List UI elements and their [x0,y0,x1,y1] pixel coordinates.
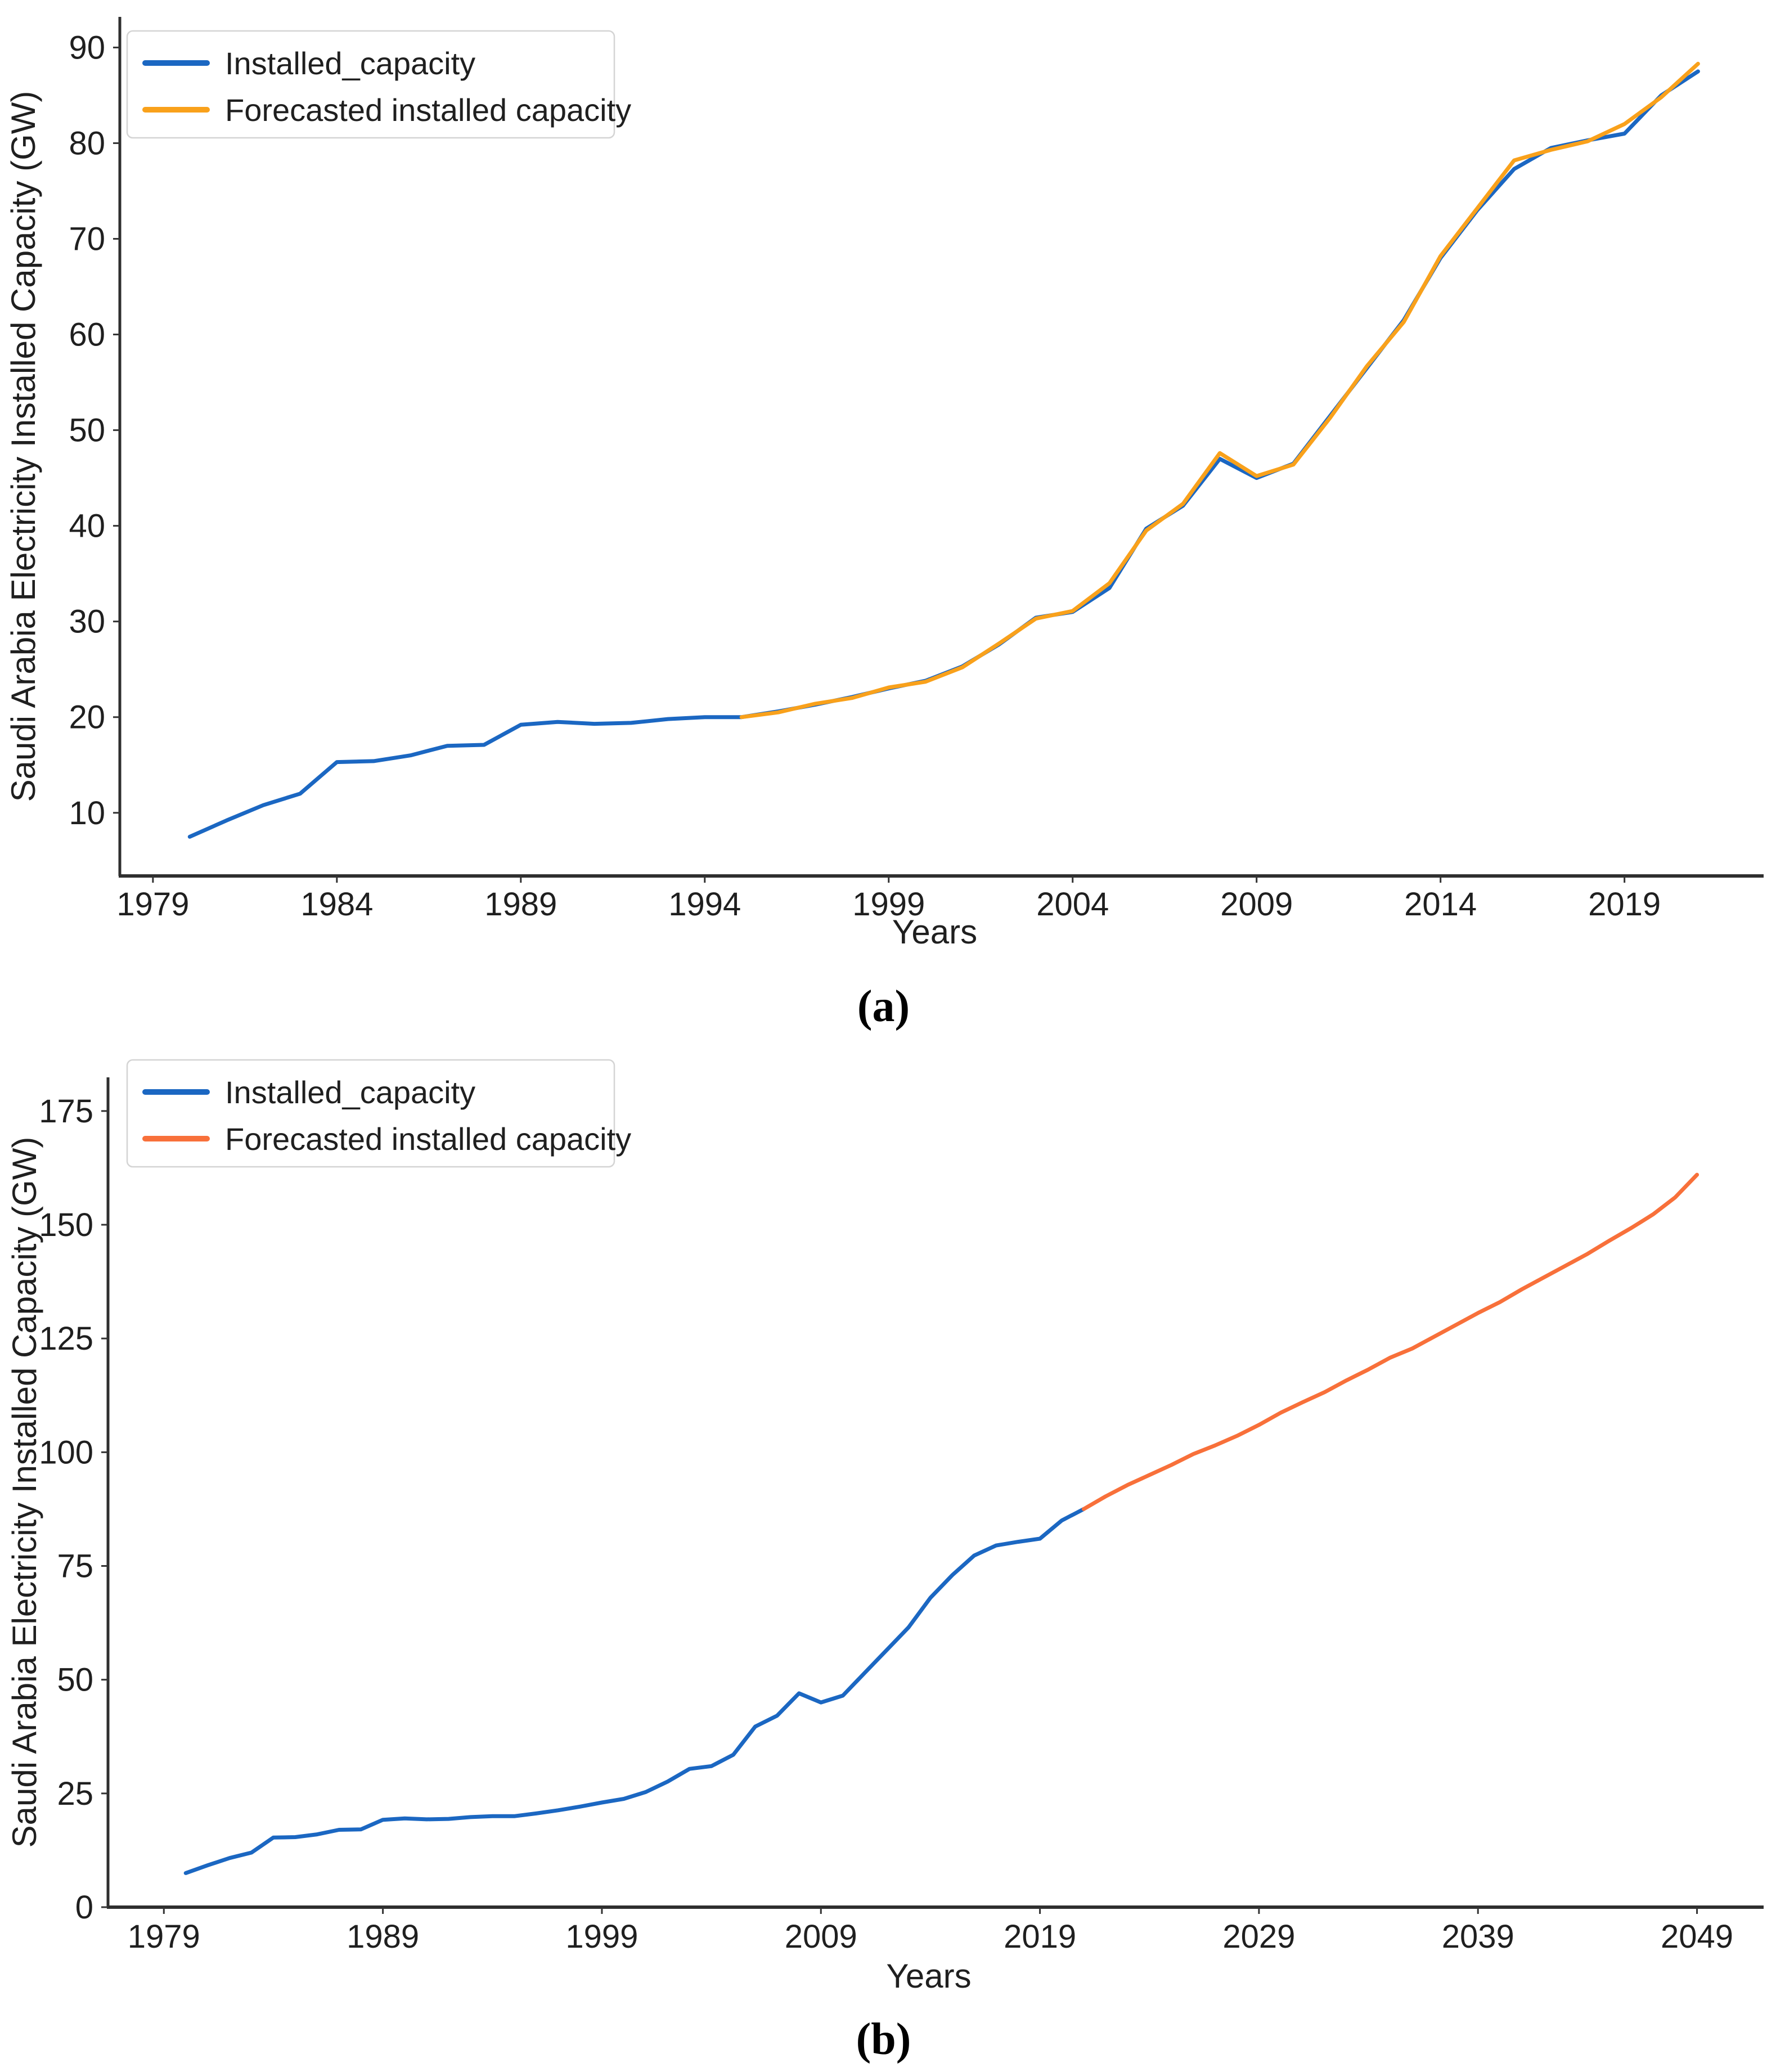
y-tick-label: 20 [69,699,105,736]
x-tick-label: 2019 [1004,1918,1076,1955]
series-line-forecast [1081,1172,1699,1511]
x-axis-title: Years [886,1957,971,1995]
y-tick-label: 50 [57,1662,93,1698]
x-tick-label: 1989 [347,1918,419,1955]
y-tick-label: 150 [39,1207,93,1243]
legend-label: Forecasted installed capacity [225,92,631,128]
y-tick-label: 125 [39,1320,93,1357]
y-tick-label: 70 [69,221,105,258]
x-tick-label: 1989 [484,886,557,923]
legend-label: Installed_capacity [225,1075,475,1110]
legend-label: Forecasted installed capacity [225,1121,631,1157]
series-line-installed-capacity [183,1507,1086,1875]
x-tick-label: 2009 [1220,886,1293,923]
x-tick-label: 2039 [1442,1918,1514,1955]
x-tick-label: 1984 [300,886,373,923]
y-tick-label: 10 [69,795,105,832]
y-tick-label: 75 [57,1548,93,1585]
caption-a: (a) [857,982,910,1031]
y-tick-label: 0 [75,1889,93,1926]
legend: Installed_capacity Forecasted installed c… [126,30,631,139]
x-tick-label: 1979 [128,1918,200,1955]
x-axis-title: Years [892,913,977,951]
y-tick-label: 40 [69,508,105,545]
x-tick-label: 2049 [1661,1918,1733,1955]
x-tick-label: 2019 [1588,886,1661,923]
x-tick-label: 1999 [852,886,925,923]
y-axis-title: Saudi Arabia Electricity Installed Capac… [5,91,42,802]
legend-label: Installed_capacity [225,46,475,81]
legend-box [126,30,615,139]
y-tick-label: 175 [39,1093,93,1130]
caption-b: (b) [856,2015,911,2064]
x-tick-label: 1979 [116,886,189,923]
series-line-installed-capacity [187,69,1700,839]
chart-panel-a: 1979 1984 1989 1994 1999 2004 2009 2014 2019 10 20… [5,17,1764,951]
legend-box [126,1059,615,1168]
x-tick-label: 2009 [785,1918,857,1955]
y-tick-label: 100 [39,1434,93,1471]
x-tick-label: 2014 [1404,886,1477,923]
x-tick-label: 2004 [1036,886,1109,923]
x-tick-label: 2029 [1222,1918,1295,1955]
chart-panel-b: 1979 1989 1999 2009 2019 2029 2039 2049 0 25 50 75 1… [6,1059,1764,1995]
y-axis-title: Saudi Arabia Electricity Installed Capac… [6,1137,43,1848]
legend: Installed_capacity Forecasted installed c… [126,1059,631,1168]
series-line-forecast [739,61,1700,720]
y-tick-label: 60 [69,317,105,353]
x-tick-label: 1999 [565,1918,638,1955]
y-tick-label: 80 [69,125,105,161]
y-tick-label: 50 [69,412,105,449]
x-tick-label: 1994 [668,886,741,923]
y-tick-label: 30 [69,604,105,640]
y-tick-label: 90 [69,29,105,66]
y-tick-label: 25 [57,1776,93,1812]
